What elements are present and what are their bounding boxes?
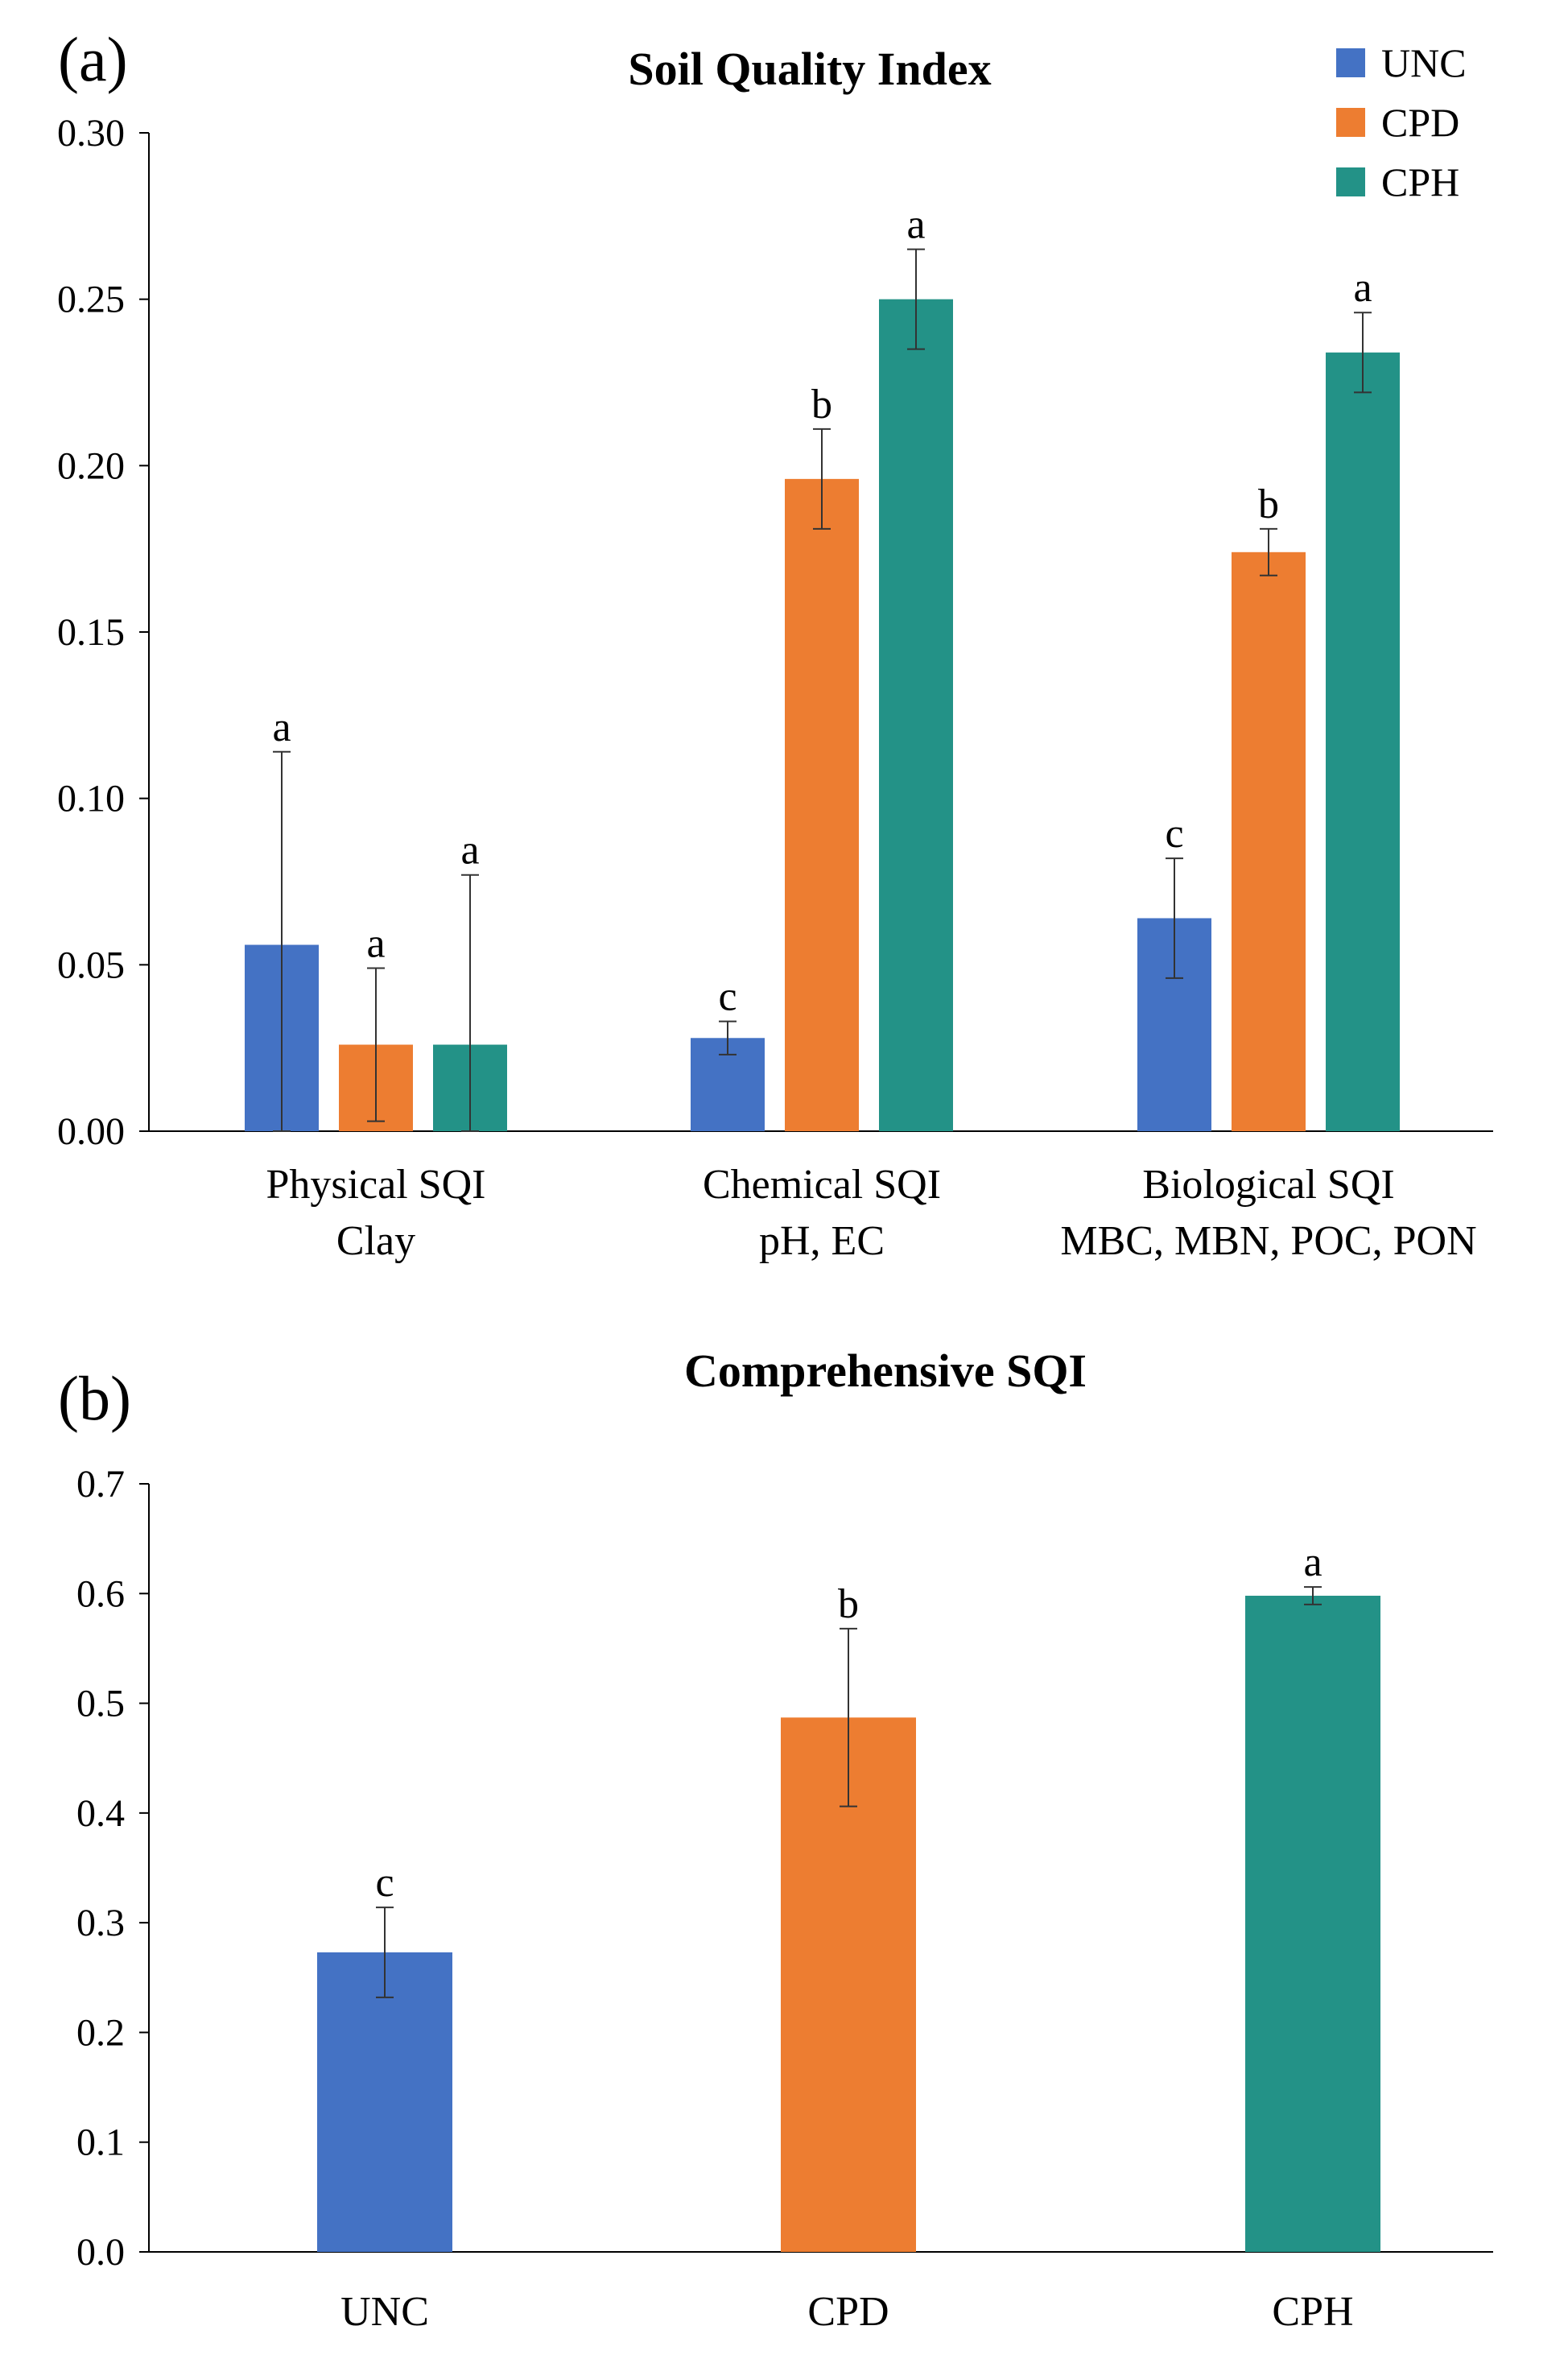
significance-letter: b [838, 1581, 859, 1627]
y-tick-label: 0.00 [57, 1110, 125, 1153]
panel-b-title: Comprehensive SQI [684, 1345, 1087, 1397]
legend-label: CPH [1381, 159, 1459, 204]
category-label: CPD [807, 2289, 889, 2335]
significance-letter: a [272, 704, 291, 750]
significance-letter: b [1258, 481, 1279, 527]
bar [1326, 352, 1400, 1131]
category-label: Physical SQI [266, 1162, 486, 1208]
legend-swatch [1336, 167, 1365, 196]
bar [1245, 1596, 1380, 2252]
category-label: Chemical SQI [703, 1162, 941, 1208]
panel-b-error-bars [376, 1586, 1322, 1998]
significance-letter: a [906, 202, 925, 248]
panel-b-chart: (b) Comprehensive SQI cba 0.00.10.20.30.… [58, 1345, 1493, 2335]
y-tick-label: 0.10 [57, 778, 125, 820]
y-tick-label: 0.1 [76, 2121, 125, 2164]
panel-a-y-tick-labels: 0.00 0.05 0.10 0.15 0.20 0.25 0.30 [57, 112, 125, 1153]
panel-b-bars [317, 1596, 1380, 2252]
legend-label: CPD [1381, 100, 1459, 145]
category-label: UNC [340, 2289, 429, 2335]
y-tick-label: 0.0 [76, 2231, 125, 2274]
y-tick-label: 0.30 [57, 112, 125, 155]
panel-b-y-tick-labels: 0.0 0.1 0.2 0.3 0.4 0.5 0.6 0.7 [76, 1463, 125, 2274]
bar [879, 299, 953, 1132]
bar [1232, 552, 1306, 1131]
panel-a-legend: UNC CPD CPH [1336, 40, 1467, 204]
category-label: Biological SQI [1142, 1162, 1394, 1208]
panel-a-error-bars [273, 248, 1372, 1132]
y-tick-label: 0.4 [76, 1792, 125, 1835]
y-tick-label: 0.2 [76, 2011, 125, 2054]
y-tick-label: 0.7 [76, 1463, 125, 1506]
category-label: MBC, MBN, POC, PON [1060, 1218, 1476, 1264]
significance-letter: a [366, 920, 385, 966]
panel-a-label: (a) [58, 24, 128, 94]
y-tick-label: 0.3 [76, 1902, 125, 1944]
significance-letter: a [1303, 1539, 1322, 1585]
panel-a-title: Soil Quality Index [628, 43, 991, 95]
category-label: pH, EC [759, 1218, 885, 1264]
bar [317, 1952, 452, 2252]
significance-letter: c [718, 974, 737, 1020]
y-tick-label: 0.25 [57, 279, 125, 321]
panel-a-category-labels: Physical SQI Clay Chemical SQI pH, EC Biolog… [266, 1162, 1477, 1264]
y-tick-label: 0.15 [57, 611, 125, 654]
significance-letter: c [1165, 811, 1183, 857]
y-tick-label: 0.20 [57, 444, 125, 487]
panel-a-significance-letters: a c c a b b a a a [272, 202, 1372, 1020]
y-tick-label: 0.05 [57, 944, 125, 986]
panel-b-label: (b) [58, 1363, 131, 1433]
panel-b-significance-letters: c b a [375, 1539, 1322, 1906]
category-label: CPH [1272, 2289, 1353, 2335]
legend-label: UNC [1381, 40, 1467, 85]
panel-b-category-labels: UNC CPD CPH [340, 2289, 1353, 2335]
category-label: Clay [336, 1218, 415, 1264]
bar [785, 478, 859, 1131]
y-tick-label: 0.6 [76, 1572, 125, 1615]
significance-letter: c [375, 1860, 394, 1906]
legend-swatch [1336, 108, 1365, 137]
legend-swatch [1336, 48, 1365, 77]
significance-letter: a [1353, 265, 1372, 311]
significance-letter: a [460, 828, 479, 874]
significance-letter: b [811, 382, 832, 428]
y-tick-label: 0.5 [76, 1683, 125, 1725]
